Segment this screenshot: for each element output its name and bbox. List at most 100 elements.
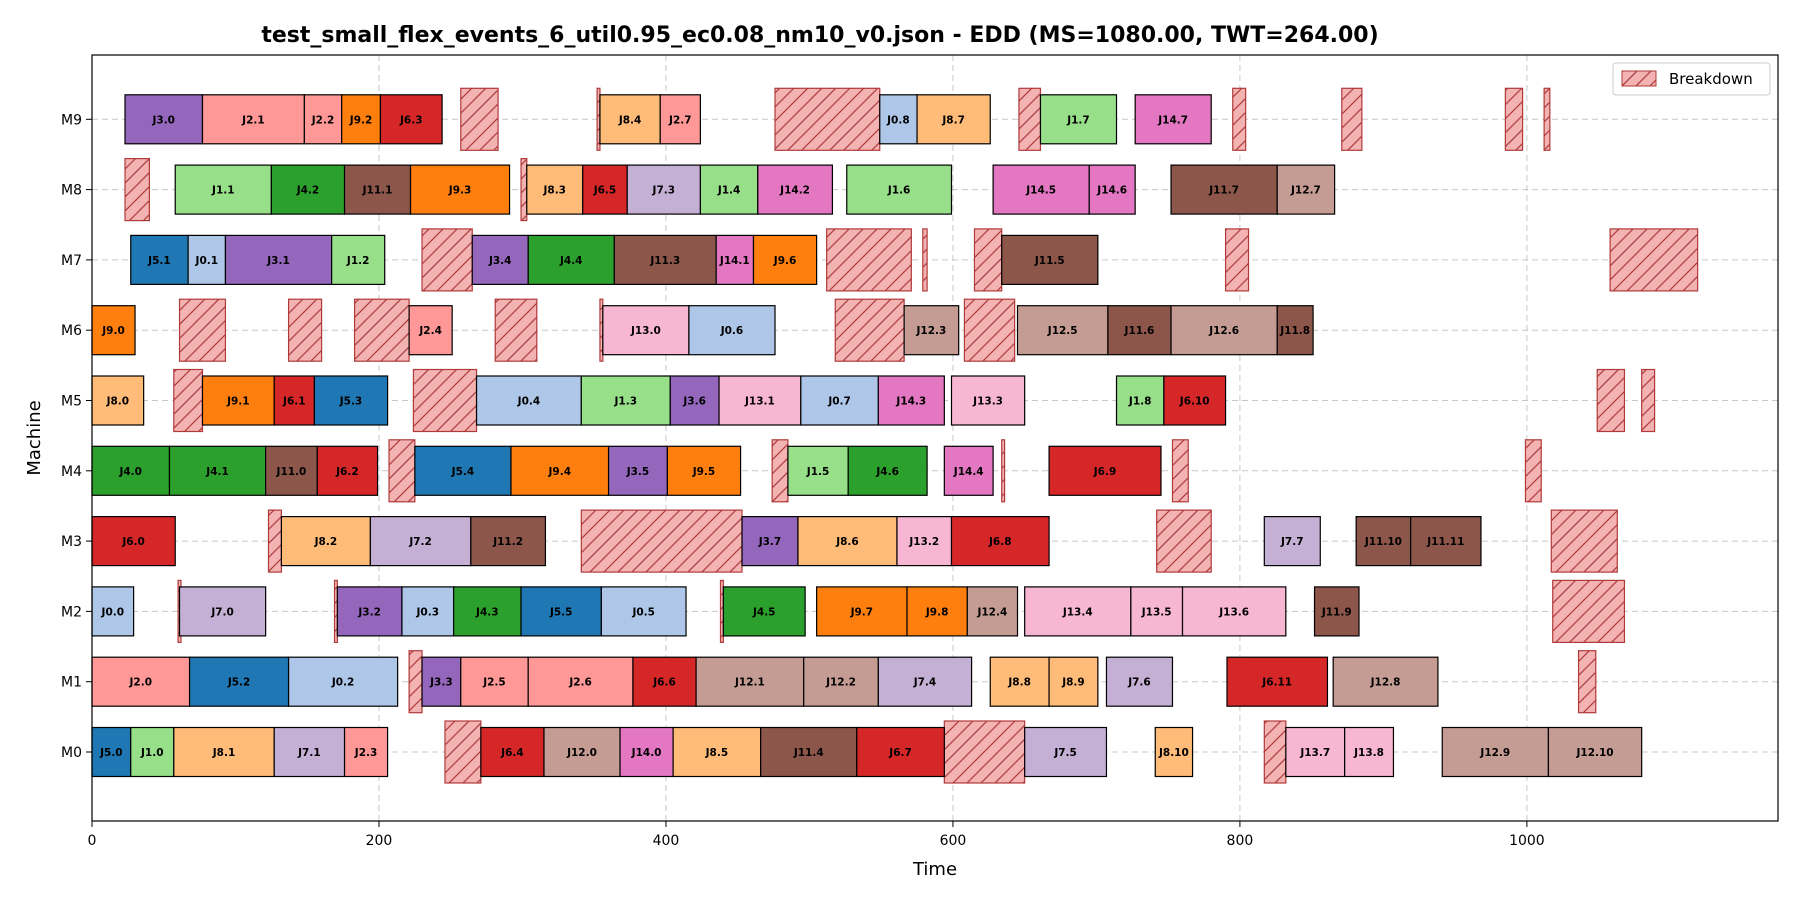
- operation-bar: [91, 375, 145, 426]
- operation-bar: [130, 234, 189, 285]
- breakdown-bar: [1596, 368, 1626, 433]
- y-axis-ticks: M0 M1 M2 M3 M4 M5 M6 M7 M8 M9: [61, 112, 92, 761]
- breakdown-bar: [1341, 87, 1363, 151]
- operation-bar: [265, 445, 318, 496]
- operation-bar: [130, 726, 175, 778]
- operation-label: J13.1: [744, 396, 775, 408]
- operation-label: J11.6: [1124, 325, 1155, 337]
- operation-label: J11.2: [492, 536, 523, 548]
- operation-bar: [846, 164, 953, 215]
- operation-label: J1.8: [1128, 396, 1152, 408]
- operation-label: J7.1: [297, 747, 321, 759]
- x-tick-label: 200: [366, 833, 393, 849]
- x-axis-ticks: 0 200 400 600 800 1000: [88, 821, 1545, 849]
- legend-breakdown-label: Breakdown: [1669, 70, 1753, 88]
- operation-label: J12.8: [1370, 677, 1401, 689]
- operation-bar: [270, 164, 346, 215]
- operation-bar: [331, 234, 386, 285]
- operation-label: J14.3: [895, 396, 926, 408]
- operation-bar: [599, 94, 661, 145]
- y-tick-label: M3: [61, 534, 82, 550]
- operation-label: J12.1: [734, 677, 765, 689]
- operation-label: J2.1: [241, 114, 265, 126]
- operation-bar: [1263, 515, 1321, 567]
- operation-label: J4.0: [118, 466, 142, 478]
- breakdown-bar: [1156, 509, 1212, 573]
- operation-label: J7.2: [408, 536, 432, 548]
- operation-label: J9.0: [101, 325, 125, 337]
- operation-bar: [896, 515, 953, 567]
- operation-bar: [1276, 305, 1314, 356]
- chart-title: test_small_flex_events_6_util0.95_ec0.08…: [261, 23, 1378, 48]
- operation-label: J2.2: [311, 114, 335, 126]
- operation-bar: [943, 445, 994, 496]
- operation-bar: [91, 656, 191, 707]
- operation-bar: [91, 305, 136, 356]
- operation-label: J13.5: [1141, 606, 1172, 618]
- operation-bar: [480, 726, 545, 778]
- operation-label: J8.9: [1061, 677, 1085, 689]
- operation-bar: [343, 726, 389, 778]
- operation-label: J8.0: [106, 396, 130, 408]
- breakdown-bar: [412, 368, 478, 433]
- operation-label: J13.0: [630, 325, 661, 337]
- operation-bar: [1088, 164, 1136, 215]
- operation-label: J7.5: [1053, 747, 1077, 759]
- operation-label: J14.1: [719, 255, 750, 267]
- operation-label: J13.3: [972, 396, 1003, 408]
- breakdown-bar: [1641, 368, 1656, 433]
- operation-label: J5.3: [339, 396, 363, 408]
- operation-label: J9.8: [925, 606, 949, 618]
- operation-label: J9.4: [548, 466, 572, 478]
- operation-label: J3.4: [488, 255, 512, 267]
- operation-bar: [1048, 656, 1099, 707]
- y-tick-label: M4: [61, 464, 82, 480]
- operation-bar: [452, 586, 522, 637]
- operation-label: J3.0: [151, 114, 175, 126]
- breakdown-bar: [421, 228, 473, 292]
- operation-bar: [421, 656, 462, 707]
- operation-label: J4.4: [559, 255, 583, 267]
- x-tick-label: 600: [940, 833, 967, 849]
- breakdown-bar: [173, 368, 204, 433]
- operation-bar: [91, 515, 176, 567]
- operation-bar: [1024, 586, 1132, 637]
- breakdown-bar: [1504, 87, 1524, 151]
- operation-bar: [408, 305, 453, 356]
- operation-bar: [224, 234, 333, 285]
- operation-label: J6.11: [1261, 677, 1292, 689]
- operation-bar: [966, 586, 1019, 637]
- operation-bar: [273, 726, 346, 778]
- breakdown-bar: [444, 720, 482, 784]
- operation-bar: [580, 375, 671, 426]
- operation-label: J2.6: [568, 677, 592, 689]
- operation-bar: [510, 445, 610, 496]
- operation-bar: [1170, 305, 1278, 356]
- breakdown-bar: [460, 87, 499, 151]
- operation-label: J8.1: [212, 747, 236, 759]
- operation-label: J12.10: [1575, 747, 1613, 759]
- breakdown-bar: [580, 509, 743, 573]
- operation-label: J11.4: [793, 747, 824, 759]
- operation-bar: [1344, 726, 1395, 778]
- breakdown-bar: [834, 298, 905, 362]
- operation-label: J13.2: [908, 536, 939, 548]
- breakdown-bar: [1001, 439, 1006, 503]
- operation-bar: [341, 94, 382, 145]
- operation-label: J6.9: [1093, 466, 1117, 478]
- operation-label: J1.2: [346, 255, 370, 267]
- operation-label: J5.4: [451, 466, 475, 478]
- operation-label: J3.2: [357, 606, 381, 618]
- operation-bar: [797, 515, 898, 567]
- breakdown-bar: [1224, 228, 1250, 292]
- breakdown-bar: [520, 158, 528, 222]
- breakdown-bar: [1577, 650, 1597, 714]
- breakdown-bar: [494, 298, 538, 362]
- operation-label: J9.3: [448, 185, 472, 197]
- breakdown-bar: [124, 158, 150, 222]
- operation-label: J7.7: [1280, 536, 1304, 548]
- operation-label: J4.3: [475, 606, 499, 618]
- operation-label: J6.10: [1179, 396, 1210, 408]
- operation-bar: [1163, 375, 1227, 426]
